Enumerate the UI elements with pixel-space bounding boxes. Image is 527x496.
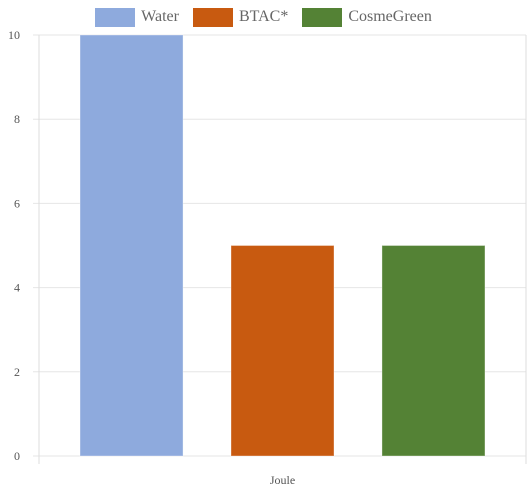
chart-legend: Water BTAC* CosmeGreen bbox=[0, 7, 527, 27]
legend-swatch-water bbox=[95, 7, 136, 27]
legend-label-cosmegreen: CosmeGreen bbox=[348, 8, 432, 25]
bar-btac-joule bbox=[230, 245, 335, 457]
legend-item-btac[interactable]: BTAC* bbox=[192, 7, 289, 27]
y-tick-label-0: 0 bbox=[14, 449, 20, 463]
legend-item-water[interactable]: Water bbox=[95, 7, 179, 27]
legend-item-cosmegreen[interactable]: CosmeGreen bbox=[302, 7, 432, 27]
y-tick-label-8: 8 bbox=[14, 112, 20, 126]
x-category-label-joule: Joule bbox=[270, 473, 295, 487]
y-tick-label-2: 2 bbox=[14, 365, 20, 379]
legend-swatch-cosmegreen bbox=[302, 7, 343, 27]
legend-label-water: Water bbox=[141, 8, 179, 25]
y-tick-label-6: 6 bbox=[14, 196, 20, 210]
legend-swatch-btac bbox=[192, 7, 233, 27]
y-tick-label-4: 4 bbox=[14, 281, 20, 295]
y-tick-label-10: 10 bbox=[8, 28, 20, 42]
bar-water-joule bbox=[79, 34, 184, 457]
bar-cosmegreen-joule bbox=[381, 245, 486, 457]
legend-label-btac: BTAC* bbox=[238, 8, 289, 25]
